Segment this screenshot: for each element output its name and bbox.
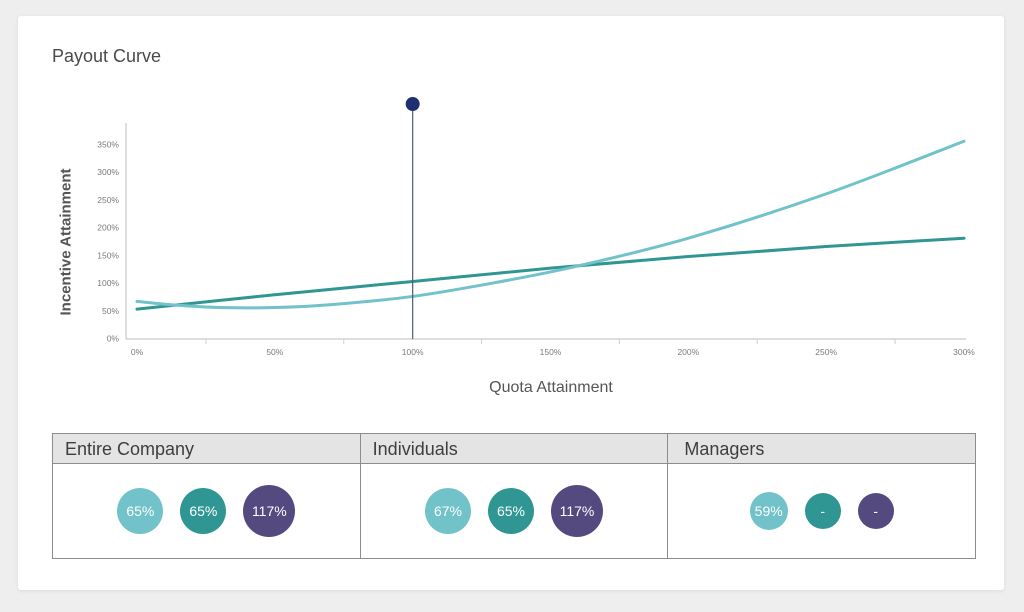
column-entire-company: Entire Company 65% 65% 117%	[53, 434, 361, 558]
y-tick-label: 350%	[97, 140, 119, 150]
y-tick-label: 200%	[97, 223, 119, 233]
column-body-entire-company: 65% 65% 117%	[53, 464, 360, 558]
y-tick-label: 50%	[102, 306, 119, 316]
series-line-2	[135, 139, 966, 310]
individuals-value-1: 67%	[425, 488, 471, 534]
x-axis-title: Quota Attainment	[489, 379, 613, 396]
y-axis-title: Incentive Attainment	[57, 168, 75, 316]
x-tick-label: 100%	[402, 347, 424, 357]
y-tick-label: 150%	[97, 250, 119, 260]
y-tick-label: 0%	[107, 334, 120, 344]
x-tick-label: 50%	[266, 347, 283, 357]
series-line-1	[135, 236, 966, 311]
managers-value-1: 59%	[749, 492, 788, 530]
managers-value-3: -	[857, 493, 894, 529]
page-title: Payout Curve	[52, 46, 162, 66]
entire-company-value-2: 65%	[180, 488, 227, 534]
quota-marker-handle	[405, 97, 420, 111]
x-tick-label: 250%	[815, 347, 837, 357]
x-tick-label: 0%	[131, 347, 144, 357]
y-tick-label: 250%	[97, 195, 119, 205]
x-tick-label: 200%	[677, 347, 699, 357]
column-header-individuals: Individuals	[360, 434, 668, 464]
individuals-value-3: 117%	[551, 485, 603, 537]
entire-company-value-1: 65%	[117, 488, 164, 534]
column-managers: Managers 59% - -	[668, 434, 976, 558]
column-individuals: Individuals 67% 65% 117%	[360, 434, 669, 558]
attainment-table: Entire Company 65% 65% 117% Individuals …	[52, 433, 976, 559]
individuals-value-2: 65%	[488, 488, 534, 534]
x-tick-label: 300%	[953, 347, 975, 357]
managers-value-2: -	[804, 493, 841, 529]
column-header-entire-company: Entire Company	[53, 434, 360, 464]
column-body-individuals: 67% 65% 117%	[361, 464, 668, 558]
column-body-managers: 59% - -	[668, 464, 975, 558]
column-header-managers: Managers	[668, 434, 976, 464]
entire-company-value-3: 117%	[243, 485, 296, 537]
x-tick-label: 150%	[540, 347, 562, 357]
y-tick-label: 300%	[97, 167, 119, 177]
y-tick-label: 100%	[97, 278, 119, 288]
